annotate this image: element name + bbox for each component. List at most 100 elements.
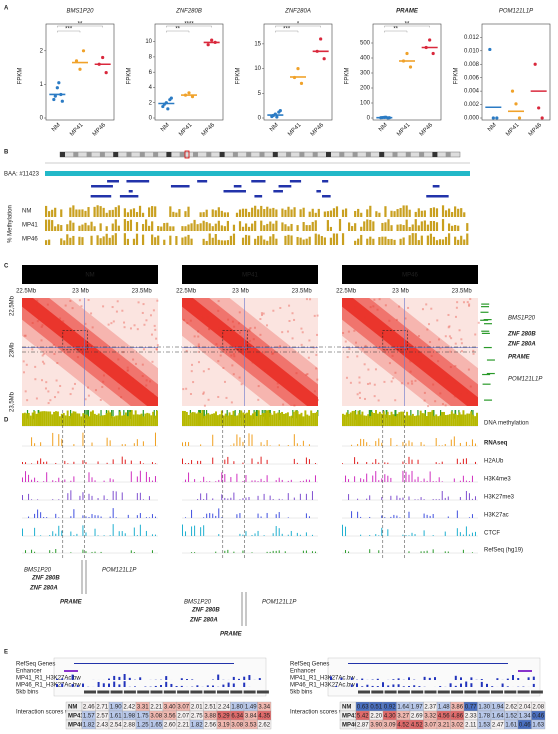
track-signal bbox=[107, 410, 110, 426]
hic-speckle bbox=[437, 338, 440, 341]
hic-speckle bbox=[300, 343, 303, 346]
track-signal bbox=[39, 411, 42, 426]
plot-frame bbox=[263, 23, 333, 121]
ideogram-band bbox=[352, 152, 358, 157]
hic-gene-tick bbox=[370, 410, 372, 419]
methylation-bar bbox=[251, 223, 254, 231]
track-signal bbox=[275, 550, 277, 553]
track-signal bbox=[278, 444, 280, 446]
hic-speckle bbox=[123, 326, 126, 329]
methylation-bar bbox=[326, 220, 329, 231]
hic-speckle bbox=[239, 331, 242, 334]
track-signal bbox=[300, 412, 303, 426]
hic-speckle bbox=[134, 362, 137, 365]
track-signal bbox=[97, 515, 99, 518]
hic-speckle bbox=[449, 350, 452, 353]
chip-signal bbox=[56, 683, 58, 687]
track-signal bbox=[220, 410, 223, 426]
hic-speckle bbox=[84, 322, 87, 325]
data-point bbox=[408, 65, 413, 69]
table-cell-text: 3.53 bbox=[245, 722, 257, 728]
track-signal bbox=[308, 459, 310, 464]
track-signal bbox=[357, 443, 359, 446]
track-signal bbox=[242, 550, 244, 553]
chip-signal bbox=[134, 686, 136, 687]
track-signal bbox=[236, 473, 238, 482]
hic-speckle bbox=[366, 382, 369, 385]
track-signal bbox=[27, 412, 30, 426]
hic-gene-tick bbox=[112, 410, 114, 417]
track-signal bbox=[266, 512, 268, 518]
browser-track-label: 5kb bins bbox=[16, 690, 38, 696]
hic-speckle bbox=[430, 365, 433, 368]
track-signal bbox=[124, 459, 126, 464]
track-signal bbox=[462, 458, 464, 464]
hic-speckle bbox=[469, 298, 472, 301]
data-point bbox=[53, 94, 57, 98]
track-signal bbox=[218, 414, 221, 426]
hic-speckle bbox=[110, 322, 113, 325]
ideogram-band bbox=[339, 152, 345, 157]
hic-speckle bbox=[245, 337, 248, 340]
track-signal bbox=[246, 412, 249, 426]
chip-signal bbox=[139, 677, 142, 680]
bin-mark bbox=[424, 690, 437, 694]
methylation-bar bbox=[460, 208, 463, 217]
track-signal bbox=[429, 515, 431, 518]
track-signal bbox=[283, 413, 285, 426]
track-signal bbox=[248, 410, 250, 426]
track-signal bbox=[263, 493, 265, 500]
track-label: H3K27me3 bbox=[484, 495, 515, 501]
hic-gene-tick bbox=[385, 410, 387, 418]
track-signal bbox=[43, 481, 45, 482]
table-title: Interaction scores with E2 bbox=[290, 710, 359, 716]
hic-speckle bbox=[121, 309, 124, 312]
hic-speckle bbox=[154, 328, 157, 331]
chip-signal bbox=[532, 683, 535, 687]
hic-speckle bbox=[394, 399, 397, 402]
track-signal bbox=[302, 550, 304, 553]
track-signal bbox=[130, 410, 133, 426]
track-signal bbox=[293, 458, 295, 464]
hic-speckle bbox=[156, 299, 159, 302]
track-signal bbox=[70, 516, 72, 518]
methylation-bar bbox=[466, 223, 469, 231]
methylation-bar bbox=[272, 234, 275, 245]
table-cell-text: 1.97 bbox=[411, 704, 423, 710]
hic-speckle bbox=[309, 401, 312, 404]
track-label: DNA methylation bbox=[484, 421, 529, 427]
track-signal bbox=[182, 524, 183, 536]
methylation-bar bbox=[308, 211, 311, 217]
table-cell-text: 4.86 bbox=[451, 713, 463, 719]
track-signal bbox=[85, 551, 87, 553]
ideogram-band bbox=[179, 152, 185, 157]
enhancer-mark bbox=[518, 670, 532, 672]
track-signal bbox=[468, 445, 470, 446]
table-cell-text: 0.77 bbox=[465, 704, 477, 710]
hic-speckle bbox=[388, 319, 391, 322]
methylation-bar bbox=[184, 226, 187, 231]
track-signal bbox=[378, 462, 380, 464]
track-signal bbox=[441, 412, 444, 426]
hic-speckle bbox=[203, 404, 206, 407]
track-signal bbox=[272, 499, 274, 500]
track-signal bbox=[213, 413, 216, 426]
hic-speckle bbox=[217, 395, 220, 398]
track-signal bbox=[67, 463, 69, 464]
methylation-row-label: MP46 bbox=[22, 237, 38, 243]
track-signal bbox=[433, 415, 436, 426]
track-signal bbox=[420, 497, 422, 500]
methylation-bar bbox=[141, 212, 145, 217]
hic-speckle bbox=[107, 323, 110, 326]
sample-header bbox=[342, 265, 478, 284]
chip-signal bbox=[102, 683, 105, 687]
methylation-bar bbox=[102, 236, 105, 245]
methylation-bar bbox=[84, 222, 87, 231]
chip-signal bbox=[480, 681, 483, 687]
track-signal bbox=[78, 413, 81, 426]
track-signal bbox=[209, 513, 211, 518]
table-cell-text: 4.52 bbox=[411, 722, 423, 728]
track-signal bbox=[290, 479, 292, 482]
hic-speckle bbox=[305, 298, 308, 301]
track-signal bbox=[435, 462, 437, 464]
